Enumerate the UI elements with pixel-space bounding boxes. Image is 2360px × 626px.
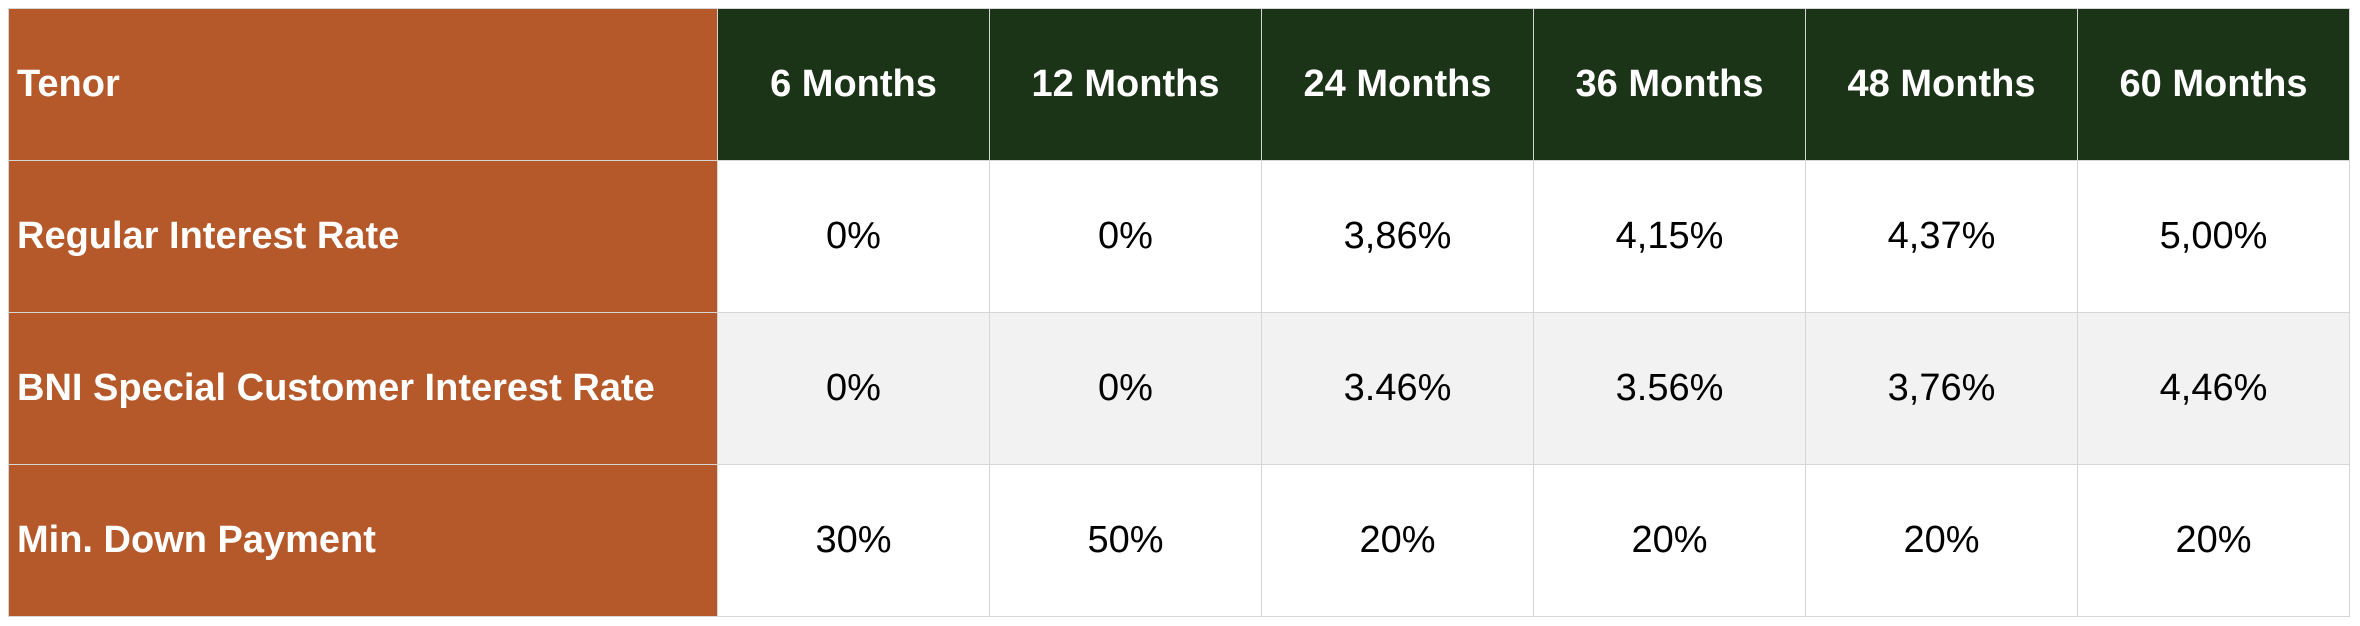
rate-cell: 3.56% xyxy=(1533,312,1806,465)
rate-cell: 0% xyxy=(989,312,1262,465)
rate-cell: 20% xyxy=(1261,464,1534,617)
rate-cell: 0% xyxy=(989,160,1262,313)
rate-table: Tenor 6 Months 12 Months 24 Months 36 Months… xyxy=(8,8,2350,617)
rate-cell: 3.46% xyxy=(1261,312,1534,465)
row-header: Min. Down Payment xyxy=(8,464,718,617)
rate-cell: 4,46% xyxy=(2077,312,2350,465)
rate-cell: 30% xyxy=(717,464,990,617)
header-label: Tenor xyxy=(8,8,718,161)
rate-cell: 50% xyxy=(989,464,1262,617)
column-header: 36 Months xyxy=(1533,8,1806,161)
column-header: 48 Months xyxy=(1805,8,2078,161)
column-header: 24 Months xyxy=(1261,8,1534,161)
rate-cell: 0% xyxy=(717,312,990,465)
table-row: Regular Interest Rate 0% 0% 3,86% 4,15% 4,37%… xyxy=(8,160,2350,313)
column-header: 12 Months xyxy=(989,8,1262,161)
rate-cell: 20% xyxy=(1805,464,2078,617)
column-header: 6 Months xyxy=(717,8,990,161)
rate-cell: 20% xyxy=(1533,464,1806,617)
table-row: Min. Down Payment 30% 50% 20% 20% 20% 20% xyxy=(8,464,2350,617)
rate-cell: 3,86% xyxy=(1261,160,1534,313)
rate-cell: 5,00% xyxy=(2077,160,2350,313)
column-header: 60 Months xyxy=(2077,8,2350,161)
table-body: Regular Interest Rate 0% 0% 3,86% 4,15% 4,37%… xyxy=(8,160,2350,617)
rate-cell: 4,37% xyxy=(1805,160,2078,313)
row-header: Regular Interest Rate xyxy=(8,160,718,313)
header-row: Tenor 6 Months 12 Months 24 Months 36 Months… xyxy=(8,8,2350,161)
rate-cell: 4,15% xyxy=(1533,160,1806,313)
row-header: BNI Special Customer Interest Rate xyxy=(8,312,718,465)
table-row: BNI Special Customer Interest Rate 0% 0% 3.… xyxy=(8,312,2350,465)
rate-cell: 3,76% xyxy=(1805,312,2078,465)
rate-cell: 0% xyxy=(717,160,990,313)
rate-cell: 20% xyxy=(2077,464,2350,617)
